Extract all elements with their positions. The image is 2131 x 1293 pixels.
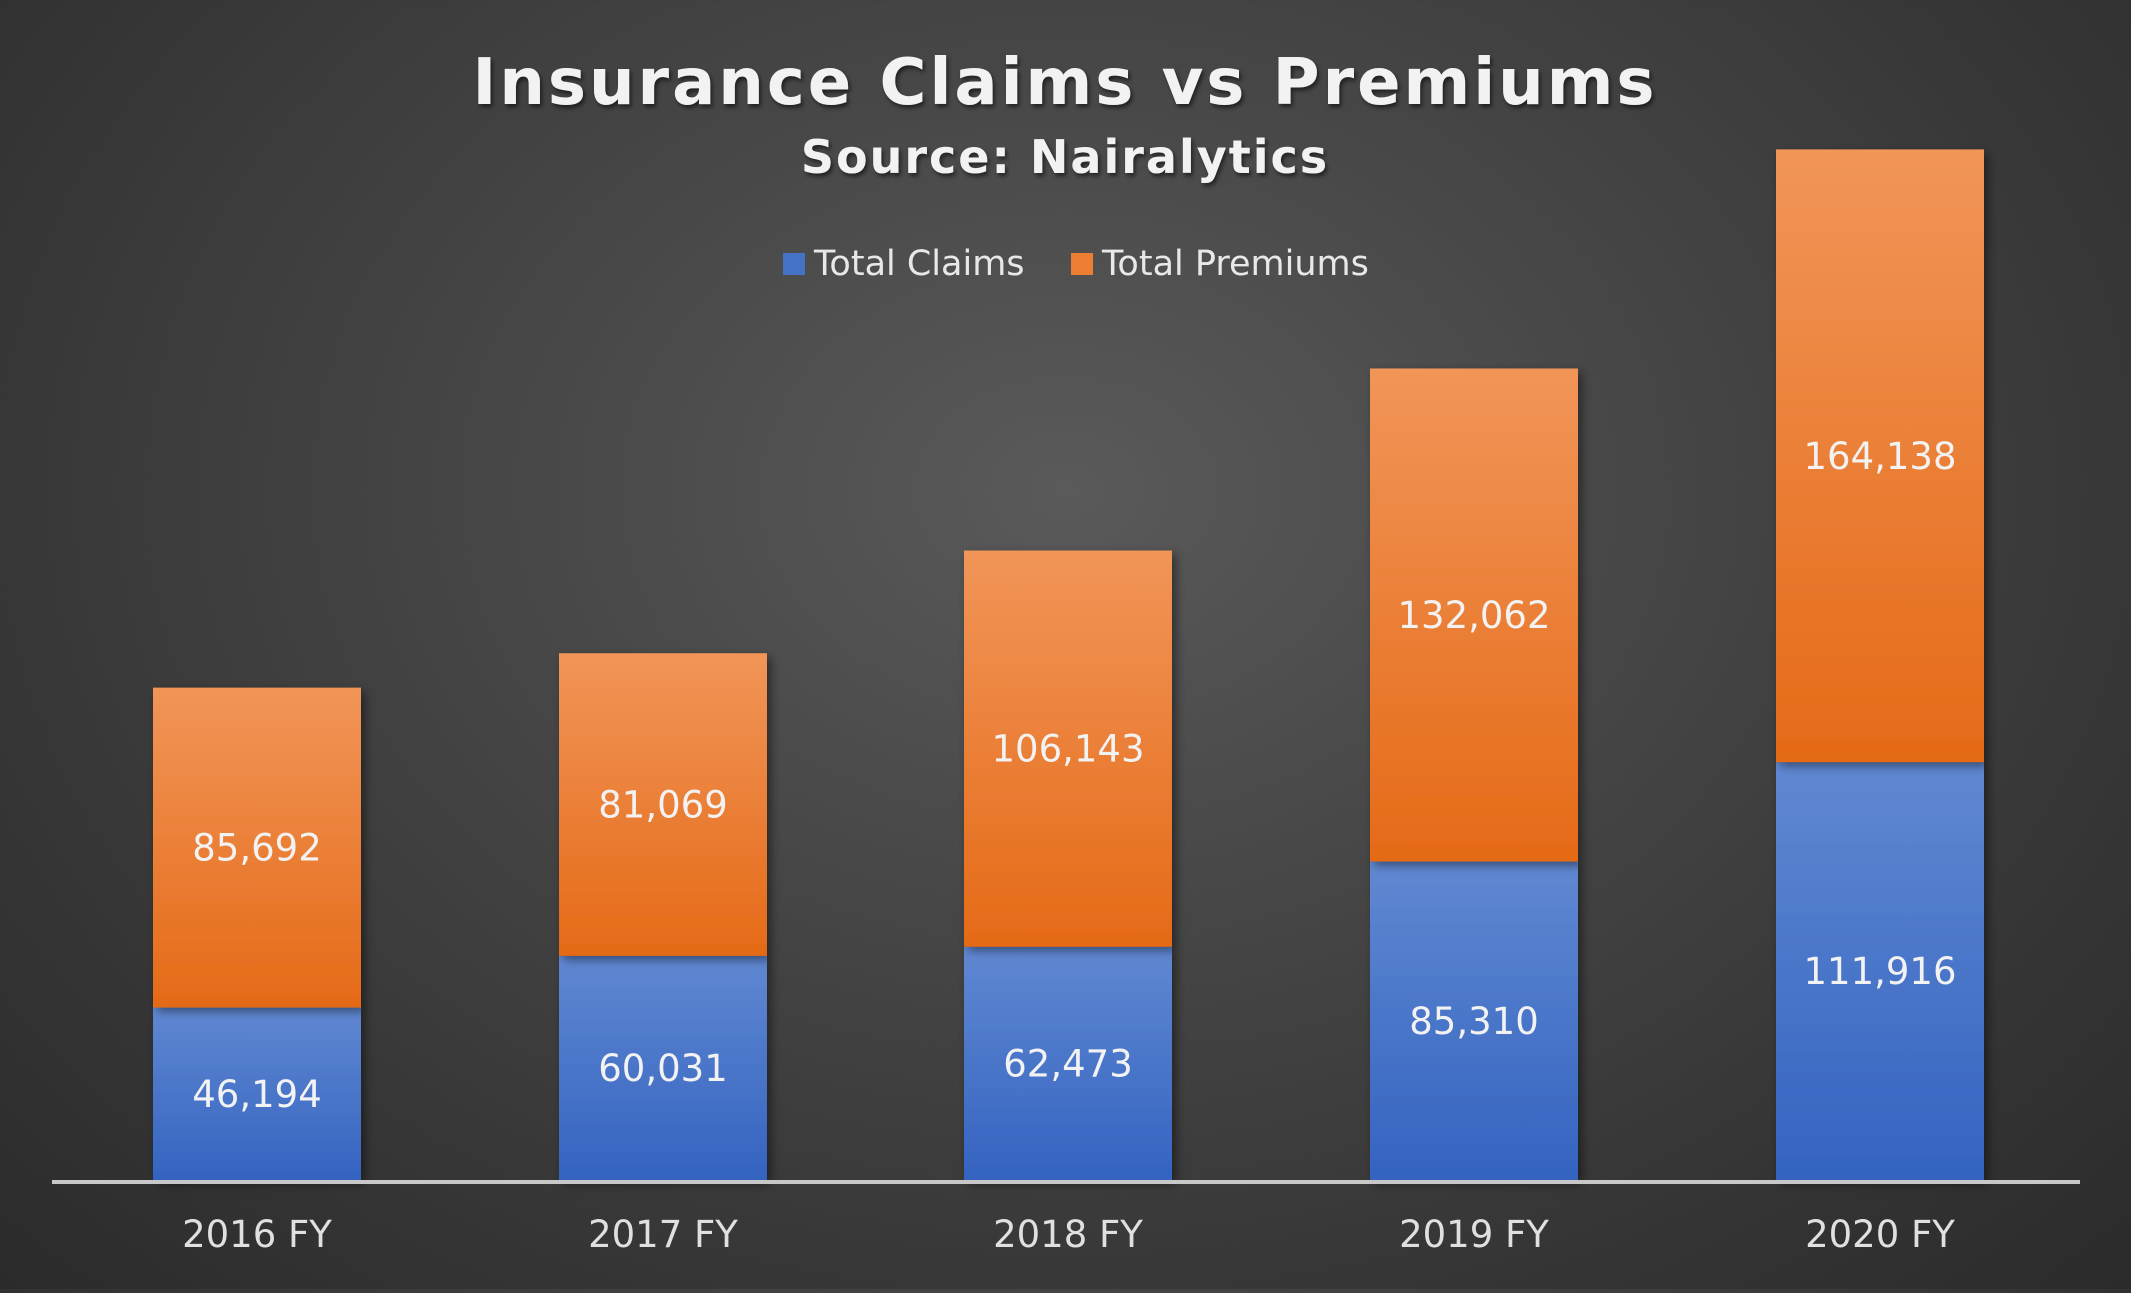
data-label-1-2: 106,143 — [991, 728, 1144, 771]
bar-1-4 — [1776, 149, 1984, 763]
data-label-0-2: 62,473 — [1003, 1042, 1132, 1085]
chart-legend: Total Claims Total Premiums — [783, 244, 1369, 284]
chart-title: Insurance Claims vs Premiums — [473, 46, 1658, 120]
chart-subtitle: Source: Nairalytics — [801, 130, 1329, 184]
x-tick-label-0: 2016 FY — [182, 1213, 332, 1256]
legend-swatch-0 — [783, 253, 805, 275]
bar-0-2 — [964, 946, 1172, 1180]
x-axis-tick-labels: 2016 FY 2017 FY 2018 FY 2019 FY 2020 FY — [182, 1213, 1955, 1256]
data-label-1-4: 164,138 — [1803, 435, 1956, 478]
data-label-0-0: 46,194 — [192, 1073, 321, 1116]
x-tick-label-2: 2018 FY — [993, 1213, 1143, 1256]
data-label-1-1: 81,069 — [598, 784, 727, 827]
bar-0-4 — [1776, 762, 1984, 1180]
bar-0-3 — [1370, 861, 1578, 1180]
data-label-0-4: 111,916 — [1803, 950, 1956, 993]
bar-0-1 — [559, 955, 767, 1180]
data-label-0-1: 60,031 — [598, 1047, 727, 1090]
bar-group: 46,194 85,692 60,031 81,069 62,473 106,143 85,… — [153, 149, 1984, 1180]
bar-1-2 — [964, 550, 1172, 947]
legend-swatch-1 — [1071, 253, 1093, 275]
bar-0-0 — [153, 1007, 361, 1180]
x-tick-label-4: 2020 FY — [1805, 1213, 1955, 1256]
bar-1-3 — [1370, 368, 1578, 862]
x-tick-label-1: 2017 FY — [588, 1213, 738, 1256]
x-tick-label-3: 2019 FY — [1399, 1213, 1549, 1256]
bar-1-1 — [559, 653, 767, 956]
data-label-1-3: 132,062 — [1397, 594, 1550, 637]
bar-1-0 — [153, 687, 361, 1008]
data-label-1-0: 85,692 — [192, 827, 321, 870]
legend-label-1: Total Premiums — [1101, 244, 1369, 284]
data-label-0-3: 85,310 — [1409, 1000, 1538, 1043]
legend-label-0: Total Claims — [813, 244, 1025, 284]
